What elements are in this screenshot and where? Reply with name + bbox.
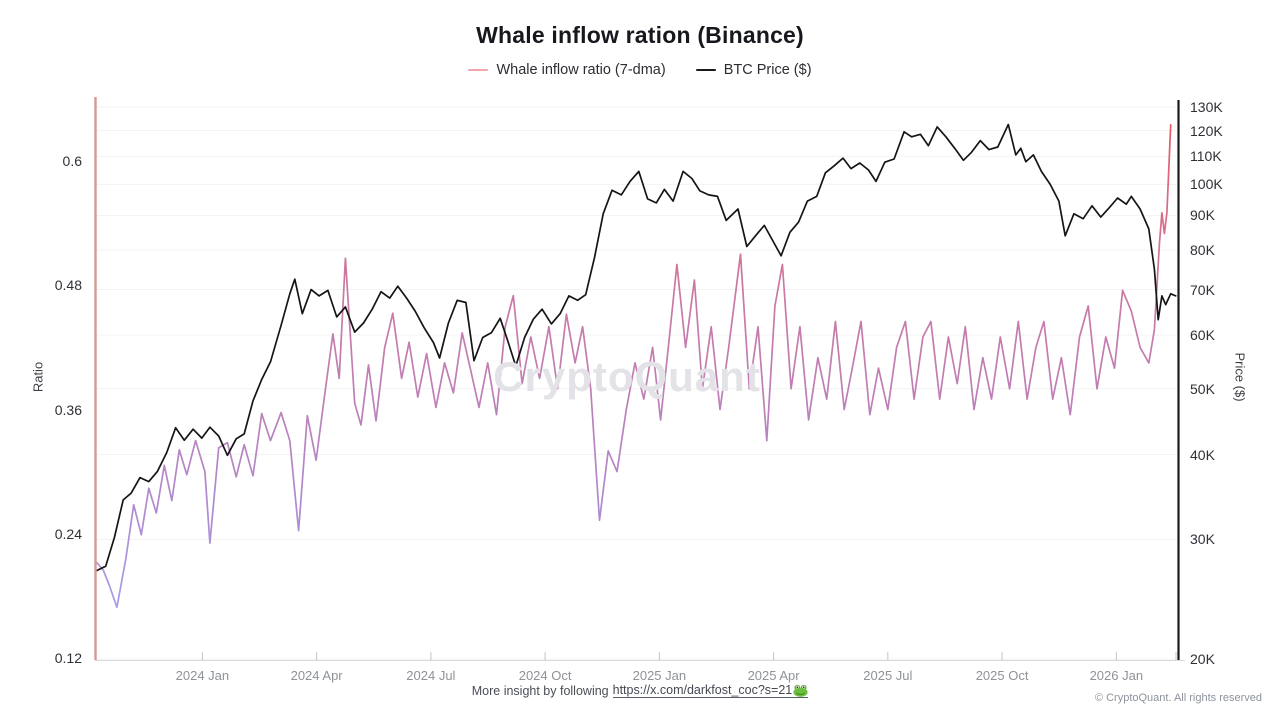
- legend: Whale inflow ratio (7-dma) BTC Price ($): [0, 62, 1280, 78]
- frog-emoji-icon: [793, 684, 808, 697]
- price-tick-label: 110K: [1190, 148, 1222, 165]
- price-tick-label: 70K: [1190, 281, 1215, 298]
- chart-title: Whale inflow ration (Binance): [476, 22, 804, 48]
- ratio-axis-title: Ratio: [30, 361, 46, 393]
- legend-item-btc-price[interactable]: BTC Price ($): [695, 62, 812, 78]
- promo-link-text: https://x.com/darkfost_coc?s=21: [612, 683, 793, 697]
- price-axis-title: Price ($): [1232, 352, 1248, 402]
- ratio-series-swatch-icon: [468, 68, 489, 72]
- footer-promo: More insight by following https://x.com/…: [0, 683, 1280, 698]
- x-tick-label: 2024 Jul: [406, 668, 456, 683]
- x-tick-label: 2025 Apr: [747, 668, 800, 683]
- price-tick-label: 30K: [1190, 531, 1215, 548]
- price-tick-label: 60K: [1190, 327, 1215, 344]
- price-tick-label: 120K: [1190, 122, 1223, 139]
- legend-label: Whale inflow ratio (7-dma): [496, 62, 666, 78]
- btc-price-line: [96, 123, 1177, 572]
- price-tick-label: 40K: [1190, 446, 1215, 463]
- price-tick-label: 100K: [1190, 176, 1223, 193]
- ratio-tick-label: 0.6: [62, 153, 82, 169]
- copyright-notice: © CryptoQuant. All rights reserved: [1094, 692, 1262, 704]
- price-tick-label: 20K: [1190, 651, 1215, 667]
- x-tick-label: 2024 Oct: [518, 668, 572, 683]
- x-tick-label: 2025 Jul: [863, 668, 913, 683]
- ratio-tick-label: 0.48: [54, 277, 82, 294]
- price-tick-label: 90K: [1190, 207, 1215, 224]
- price-tick-label: 50K: [1190, 380, 1215, 397]
- x-tick-label: 2026 Jan: [1089, 668, 1144, 683]
- price-tick-label: 130K: [1190, 99, 1223, 115]
- legend-item-whale-inflow-ratio[interactable]: Whale inflow ratio (7-dma): [468, 62, 666, 78]
- whale-inflow-ratio-line: [96, 123, 1172, 609]
- legend-label: BTC Price ($): [723, 62, 812, 78]
- btc-series-swatch-icon: [695, 68, 716, 72]
- price-tick-label: 80K: [1190, 242, 1215, 259]
- x-tick-label: 2025 Oct: [975, 668, 1029, 683]
- x-tick-label: 2024 Jan: [175, 668, 230, 683]
- x-tick-label: 2025 Jan: [632, 668, 687, 683]
- ratio-tick-label: 0.24: [54, 525, 82, 542]
- watermark: CryptoQuant: [493, 353, 761, 400]
- ratio-tick-label: 0.12: [54, 650, 82, 666]
- ratio-tick-label: 0.36: [54, 401, 82, 418]
- promo-link[interactable]: https://x.com/darkfost_coc?s=21: [612, 683, 809, 698]
- promo-text: More insight by following: [471, 683, 609, 698]
- x-tick-label: 2024 Apr: [290, 668, 343, 683]
